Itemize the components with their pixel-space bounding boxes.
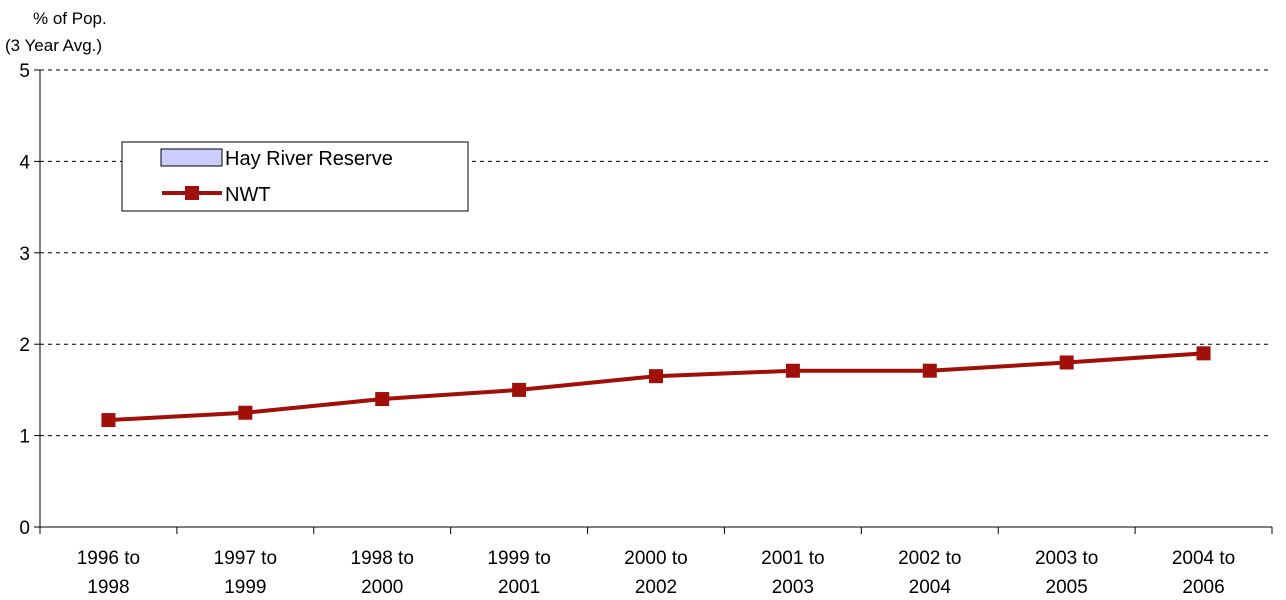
y-tick-label: 2 [19,335,30,356]
y-axis-title: % of Pop. (3 Year Avg.) [5,9,107,55]
y-tick-label: 0 [19,518,30,539]
series-layer [101,346,1210,427]
x-tick-label: 2002 to 2004 [898,548,961,598]
legend: Hay River Reserve NWT [122,142,468,211]
x-tick-label: 2000 to 2002 [624,548,687,598]
x-tick-label: 1996 to 1998 [77,548,140,598]
data-point-nwt [786,364,800,378]
x-tick-labels: 1996 to 1998 1997 to 1999 1998 to 2000 1999 to… [77,548,1236,598]
legend-swatch-hay-river-reserve [161,149,222,166]
data-point-nwt [649,369,663,383]
x-tick-label: 2001 to 2003 [761,548,824,598]
y-tick-label: 4 [19,152,30,173]
x-tick-label: 1997 to 1999 [214,548,277,598]
y-axis-title-line: (3 Year Avg.) [5,36,102,55]
data-point-nwt [1197,346,1211,360]
x-tick-label: 2004 to 2006 [1172,548,1235,598]
y-tick-labels: 0 1 2 3 4 5 [19,61,30,539]
data-point-nwt [512,383,526,397]
legend-marker-nwt [185,186,199,200]
axes [34,70,1272,534]
legend-label-hay-river-reserve: Hay River Reserve [225,148,393,170]
x-tick-label: 2003 to 2005 [1035,548,1098,598]
y-tick-label: 3 [19,244,30,265]
legend-label-nwt: NWT [225,184,271,206]
data-point-nwt [101,413,115,427]
series-line-nwt [108,353,1203,420]
y-axis-title-line: % of Pop. [33,9,107,28]
data-point-nwt [375,392,389,406]
y-tick-label: 5 [19,61,30,82]
x-tick-label: 1998 to 2000 [351,548,414,598]
x-tick-label: 1999 to 2001 [487,548,550,598]
data-point-nwt [1060,355,1074,369]
data-point-nwt [923,364,937,378]
y-tick-label: 1 [19,427,30,448]
data-point-nwt [238,406,252,420]
